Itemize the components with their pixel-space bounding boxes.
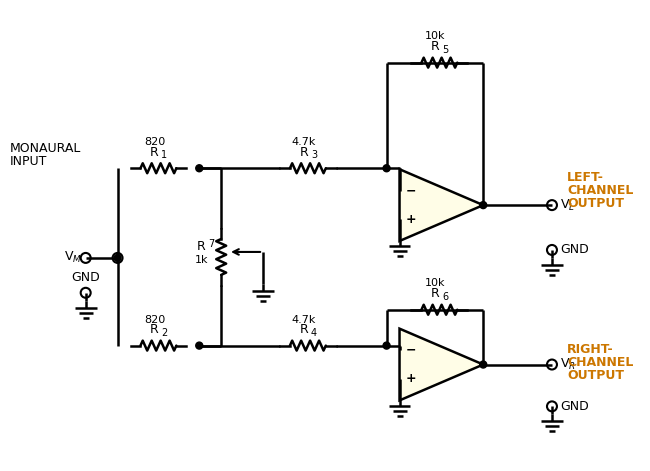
Text: RIGHT-: RIGHT- (567, 343, 614, 356)
Text: V$_M$: V$_M$ (64, 251, 82, 266)
Text: R: R (300, 146, 308, 159)
Text: 820: 820 (144, 315, 165, 325)
Text: 6: 6 (443, 292, 448, 302)
Circle shape (114, 254, 121, 261)
Text: 1k: 1k (194, 255, 208, 265)
Text: R: R (197, 241, 205, 253)
Text: 10k: 10k (425, 278, 446, 288)
Text: 4.7k: 4.7k (292, 138, 316, 147)
Polygon shape (400, 329, 483, 400)
Text: 10k: 10k (425, 31, 446, 41)
Text: CHANNEL: CHANNEL (567, 356, 633, 369)
Polygon shape (400, 169, 483, 241)
Text: −: − (405, 344, 416, 357)
Text: MONAURAL: MONAURAL (10, 142, 81, 155)
Text: GND: GND (560, 400, 589, 413)
Text: 5: 5 (443, 45, 448, 55)
Text: V$_R$: V$_R$ (560, 357, 576, 372)
Text: INPUT: INPUT (10, 155, 47, 168)
Text: +: + (405, 213, 416, 226)
Text: 2: 2 (161, 328, 168, 338)
Text: R: R (431, 287, 440, 300)
Text: LEFT-: LEFT- (567, 171, 604, 184)
Text: 4: 4 (311, 328, 317, 338)
Text: R: R (150, 323, 159, 336)
Circle shape (196, 165, 203, 172)
Text: 1: 1 (161, 150, 168, 160)
Text: V$_L$: V$_L$ (560, 197, 575, 213)
Text: −: − (405, 184, 416, 197)
Text: 4.7k: 4.7k (292, 315, 316, 325)
Text: R: R (150, 146, 159, 159)
Text: OUTPUT: OUTPUT (567, 196, 624, 210)
Circle shape (383, 342, 390, 349)
Text: 3: 3 (311, 150, 317, 160)
Circle shape (480, 202, 487, 209)
Text: +: + (405, 373, 416, 385)
Circle shape (383, 165, 390, 172)
Text: R: R (431, 40, 440, 53)
Text: GND: GND (72, 271, 100, 284)
Text: OUTPUT: OUTPUT (567, 369, 624, 382)
Text: 820: 820 (144, 138, 165, 147)
Text: R: R (300, 323, 308, 336)
Text: CHANNEL: CHANNEL (567, 184, 633, 197)
Text: GND: GND (560, 244, 589, 256)
Circle shape (480, 361, 487, 368)
Circle shape (196, 342, 203, 349)
Text: 7: 7 (208, 239, 214, 249)
